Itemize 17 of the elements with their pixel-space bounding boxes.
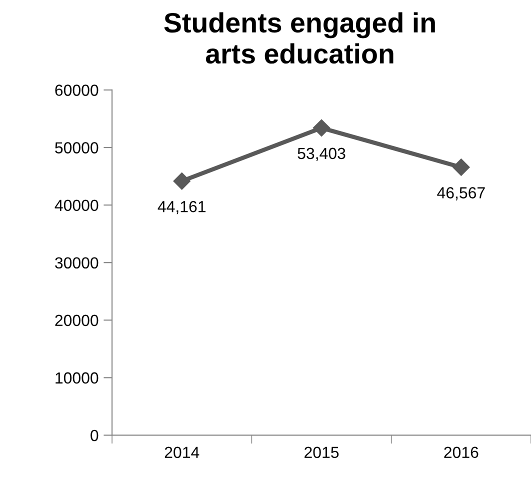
- point: [173, 172, 190, 190]
- y-tick-label: 30000: [55, 257, 98, 269]
- y-tick-label: 60000: [55, 84, 98, 96]
- x-tick-label: 2014: [164, 446, 200, 458]
- chart-title: Students engaged in arts education: [164, 12, 435, 64]
- x-tick-label: 2016: [444, 446, 478, 458]
- data-label: 44,161: [158, 200, 206, 214]
- point: [452, 158, 470, 176]
- y-tick-label: 50000: [55, 142, 98, 154]
- y-tick-label: 10000: [56, 372, 98, 384]
- data-label: 46,567: [437, 187, 485, 200]
- x-tick-label: 2015: [304, 446, 339, 458]
- y-tick-label: 40000: [54, 200, 98, 211]
- data-label: 53,403: [298, 148, 346, 161]
- y-tick-label: 20000: [55, 314, 98, 326]
- y-tick-label: 0: [90, 430, 98, 442]
- point: [312, 119, 330, 136]
